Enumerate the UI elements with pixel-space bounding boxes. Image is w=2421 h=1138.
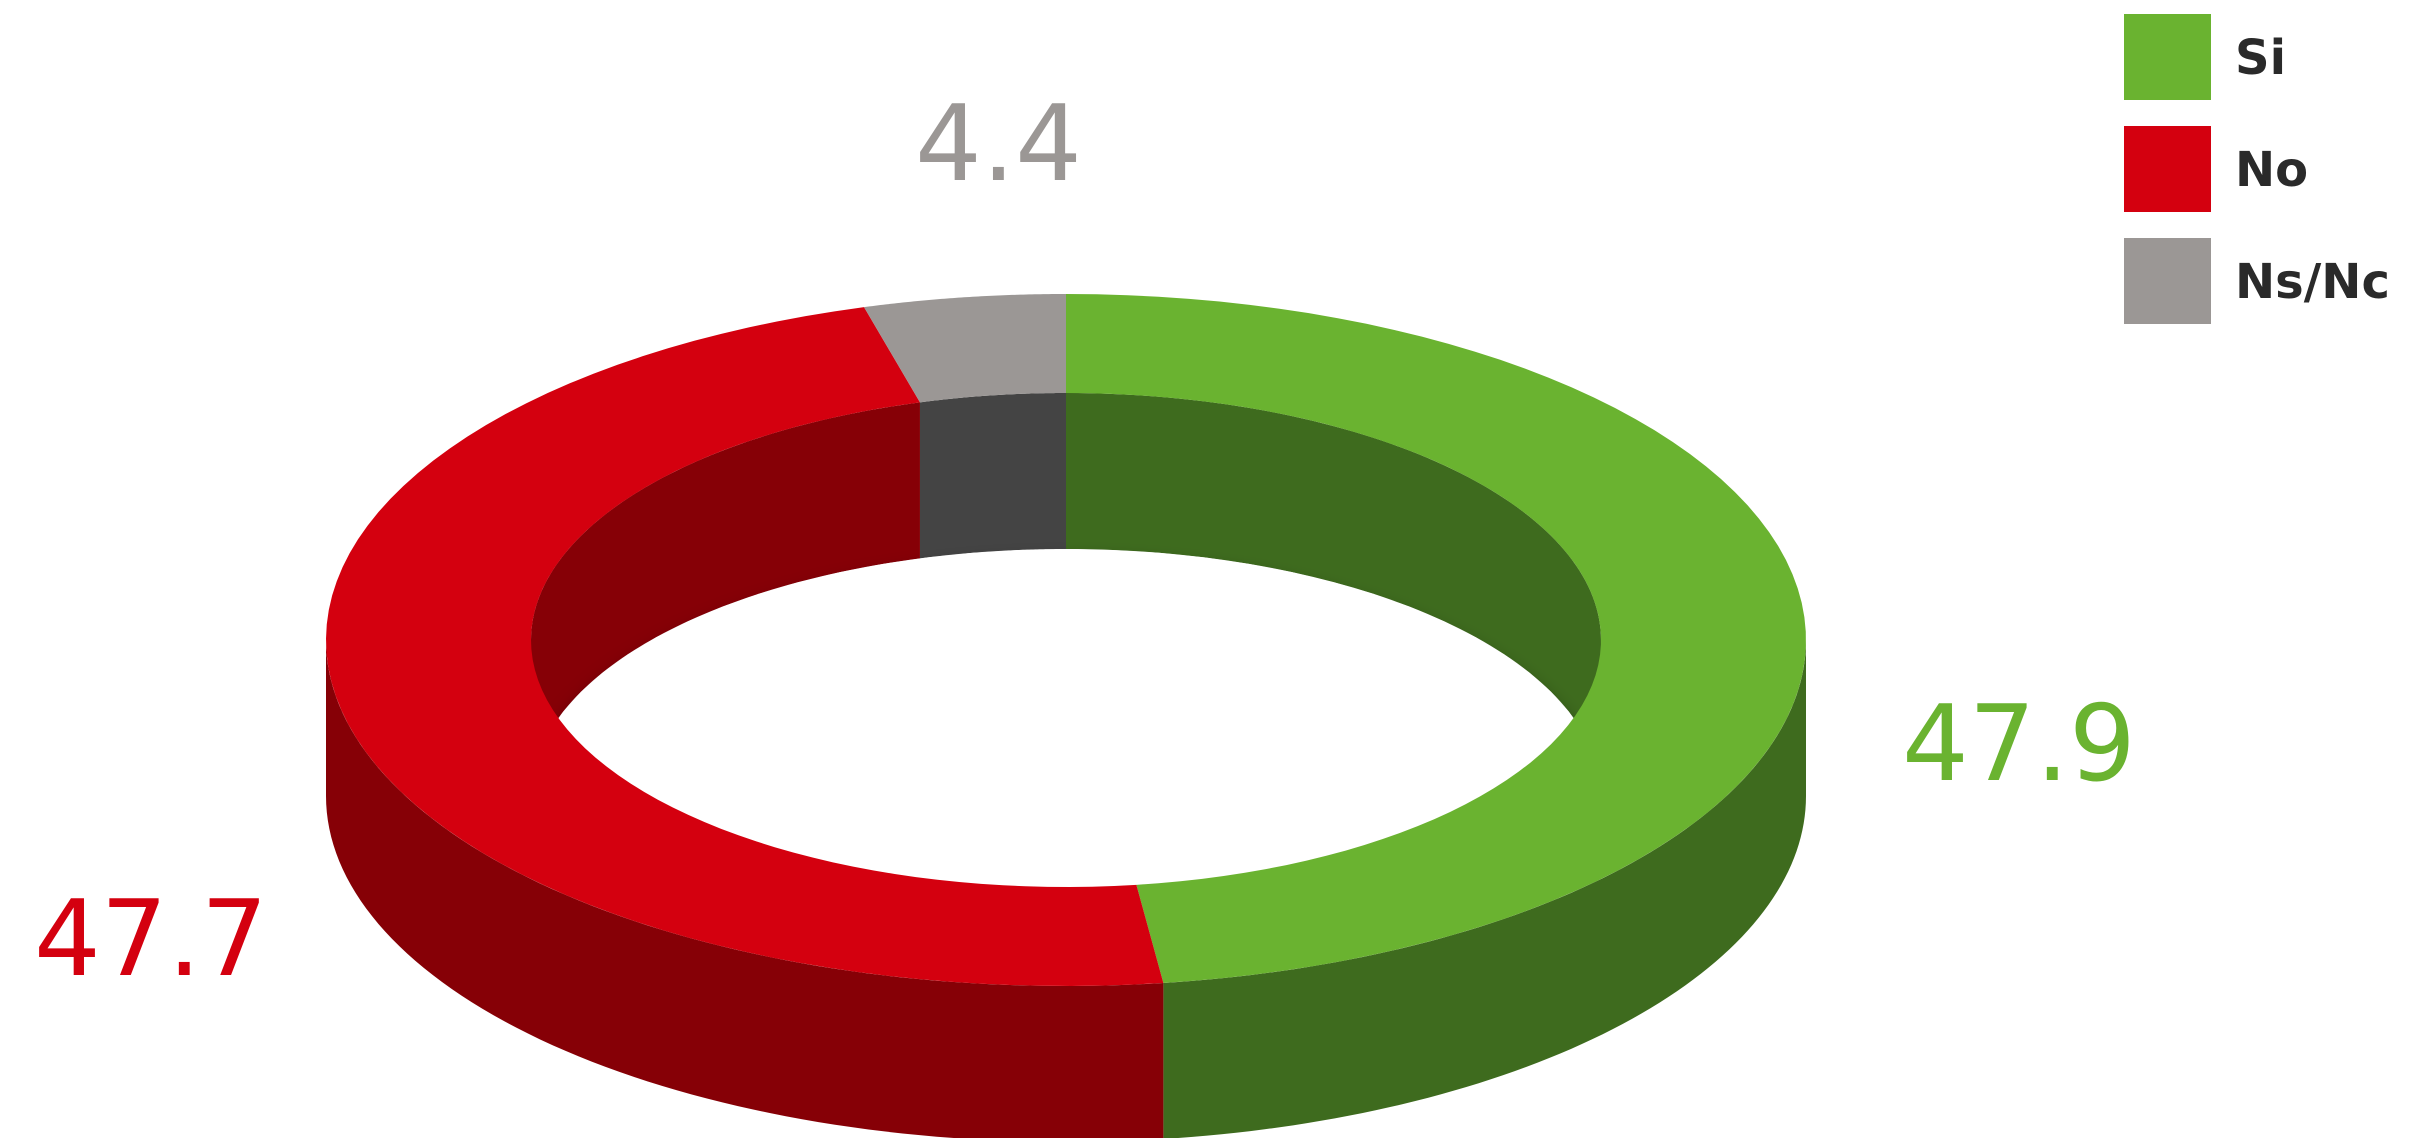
donut-top-layer — [326, 294, 1806, 986]
outer-wall-segment-no — [326, 640, 1164, 1138]
value-label-nsnc: 4.4 — [915, 83, 1082, 205]
donut-wall-layer — [326, 640, 1806, 1138]
legend-label-no: No — [2235, 142, 2308, 198]
inner-wall-segment-nsnc — [919, 393, 1066, 559]
value-labels: 47.9 47.7 4.4 — [34, 83, 2136, 1000]
value-label-si: 47.9 — [1902, 683, 2136, 805]
slice-no — [326, 307, 1164, 986]
legend-swatch-si — [2124, 14, 2211, 100]
slice-si — [1066, 294, 1806, 983]
legend-label-nsnc: Ns/Nc — [2235, 254, 2390, 310]
inner-wall-segment-si — [1066, 393, 1601, 796]
outer-wall-segment-si — [1163, 640, 1806, 1138]
legend: Si No Ns/Nc — [2124, 14, 2390, 324]
legend-label-si: Si — [2235, 30, 2286, 86]
inner-wall-segment-no — [531, 402, 920, 796]
value-label-no: 47.7 — [34, 878, 268, 1000]
slice-nsnc — [864, 294, 1066, 403]
legend-swatch-nsnc — [2124, 238, 2211, 324]
legend-swatch-no — [2124, 126, 2211, 212]
